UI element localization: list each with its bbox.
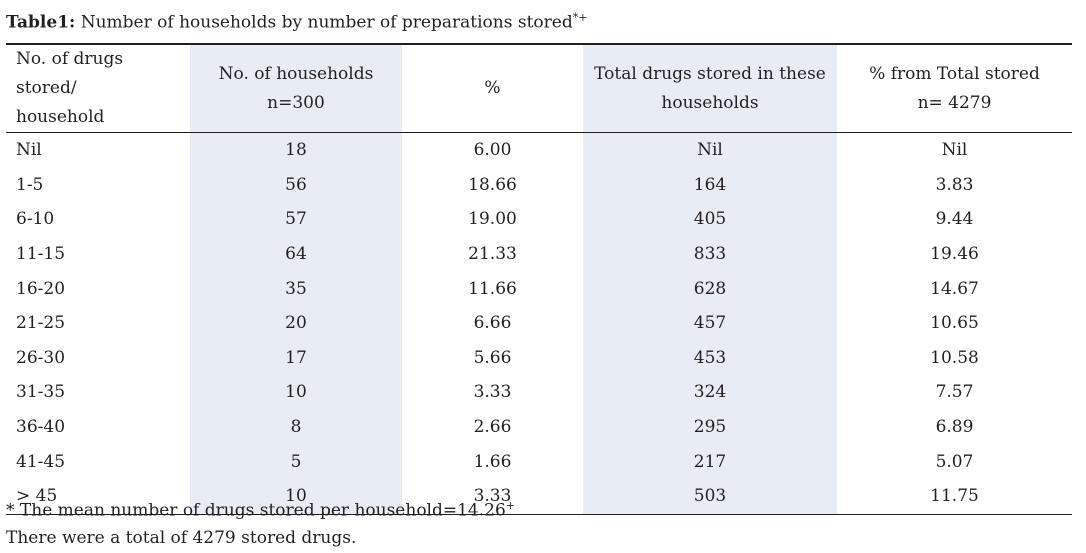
cell-percent: 19.00: [468, 209, 517, 230]
cell-households: 64: [190, 236, 402, 272]
cell-households: 56: [190, 167, 402, 203]
caption-text: Number of households by number of prepar…: [75, 12, 573, 33]
cell-households: 10: [190, 478, 402, 515]
cell-drugs-stored: 41-45: [16, 451, 66, 472]
table-notes: * The mean number of drugs stored per ho…: [6, 492, 515, 552]
table-row: 16-20 35 11.66 628 14.67: [6, 271, 1072, 306]
table-row: 41-45 5 1.66 217 5.07: [6, 444, 1072, 479]
header-line: % from Total stored: [869, 63, 1040, 84]
table-row: 1-5 56 18.66 164 3.83: [6, 167, 1072, 203]
cell-percent: 6.66: [473, 313, 512, 334]
table-row: 11-15 64 21.33 833 19.46: [6, 236, 1072, 272]
cell-percent-total: 10.58: [930, 347, 979, 368]
note-mean-superscript: +: [505, 499, 516, 512]
table-row: 21-25 20 6.66 457 10.65: [6, 305, 1072, 341]
table-row: 36-40 8 2.66 295 6.89: [6, 409, 1072, 445]
cell-percent: 21.33: [468, 244, 517, 265]
cell-total-drugs: 405: [583, 202, 837, 237]
caption-label: Table1:: [6, 12, 76, 33]
header-line: household: [16, 107, 105, 127]
cell-households: 20: [190, 305, 402, 341]
table-body: Nil 18 6.00 Nil Nil 1-5 56 18.66 164 3.83 6-10 57 19…: [6, 132, 1072, 515]
cell-households: 35: [190, 271, 402, 306]
cell-households: 8: [190, 409, 402, 445]
header-row: No. of drugs stored/ household No. of ho…: [6, 44, 1072, 133]
cell-total-drugs: 295: [583, 409, 837, 445]
cell-percent-total: 14.67: [930, 278, 979, 299]
table-row: 26-30 17 5.66 453 10.58: [6, 340, 1072, 376]
cell-percent-total: Nil: [941, 140, 968, 161]
header-line: No. of households: [218, 63, 374, 84]
cell-percent: 6.00: [473, 140, 512, 161]
cell-percent: 5.66: [473, 347, 512, 368]
cell-percent-total: 5.07: [935, 451, 974, 472]
cell-total-drugs: 628: [583, 271, 837, 306]
table-container: No. of drugs stored/ household No. of ho…: [6, 43, 1072, 515]
header-percent-total: % from Total stored n= 4279: [837, 44, 1072, 133]
cell-drugs-stored: 11-15: [16, 244, 66, 265]
cell-households: 5: [190, 444, 402, 479]
cell-total-drugs: 833: [583, 236, 837, 272]
note-mean-text: * The mean number of drugs stored per ho…: [6, 500, 506, 521]
cell-drugs-stored: 26-30: [16, 347, 66, 368]
cell-drugs-stored: > 45: [16, 486, 58, 507]
cell-households: 57: [190, 202, 402, 237]
cell-drugs-stored: 6-10: [16, 209, 55, 230]
header-line: households: [661, 92, 759, 113]
note-mean: * The mean number of drugs stored per ho…: [6, 492, 515, 525]
caption-superscript: *+: [572, 11, 588, 24]
cell-percent-total: 7.57: [935, 382, 974, 403]
header-households: No. of households n=300: [190, 44, 402, 133]
cell-households: 10: [190, 375, 402, 410]
cell-percent-total: 9.44: [935, 209, 974, 230]
cell-percent-total: 6.89: [935, 417, 974, 438]
cell-total-drugs: 164: [583, 167, 837, 203]
cell-drugs-stored: 31-35: [16, 382, 66, 403]
header-line: %: [484, 78, 501, 98]
cell-drugs-stored: 36-40: [16, 417, 66, 438]
cell-percent: 2.66: [473, 417, 512, 438]
header-line: No. of drugs stored/: [16, 49, 124, 98]
cell-total-drugs: 324: [583, 375, 837, 410]
header-line: Total drugs stored in these: [594, 63, 826, 84]
table-row: Nil 18 6.00 Nil Nil: [6, 132, 1072, 168]
header-line: n=300: [267, 92, 325, 113]
cell-total-drugs: 457: [583, 305, 837, 341]
cell-percent: 11.66: [468, 278, 517, 299]
table-caption: Table1: Number of households by number o…: [6, 6, 587, 35]
cell-drugs-stored: 1-5: [16, 174, 44, 195]
cell-drugs-stored: 21-25: [16, 313, 66, 334]
note-total: There were a total of 4279 stored drugs.: [6, 527, 357, 548]
table-row: 6-10 57 19.00 405 9.44: [6, 202, 1072, 237]
households-table: No. of drugs stored/ household No. of ho…: [6, 43, 1072, 515]
cell-percent: 1.66: [473, 451, 512, 472]
header-drugs-stored: No. of drugs stored/ household: [6, 44, 190, 133]
header-line: n= 4279: [917, 92, 992, 113]
cell-total-drugs: Nil: [583, 132, 837, 168]
cell-drugs-stored: 16-20: [16, 278, 66, 299]
table-row: 31-35 10 3.33 324 7.57: [6, 375, 1072, 410]
header-percent: %: [402, 44, 583, 133]
cell-households: 18: [190, 132, 402, 168]
cell-percent: 3.33: [473, 486, 512, 507]
cell-drugs-stored: Nil: [16, 140, 42, 161]
cell-total-drugs: 217: [583, 444, 837, 479]
cell-percent-total: 3.83: [935, 174, 974, 195]
cell-percent: 18.66: [468, 174, 517, 195]
cell-households: 17: [190, 340, 402, 376]
cell-percent: 3.33: [473, 382, 512, 403]
header-total-drugs: Total drugs stored in these households: [583, 44, 837, 133]
table-row: > 45 10 3.33 503 11.75: [6, 478, 1072, 515]
cell-total-drugs: 503: [583, 478, 837, 515]
cell-percent-total: 19.46: [930, 244, 979, 265]
cell-percent-total: 11.75: [930, 486, 979, 507]
cell-total-drugs: 453: [583, 340, 837, 376]
cell-percent-total: 10.65: [930, 313, 979, 334]
